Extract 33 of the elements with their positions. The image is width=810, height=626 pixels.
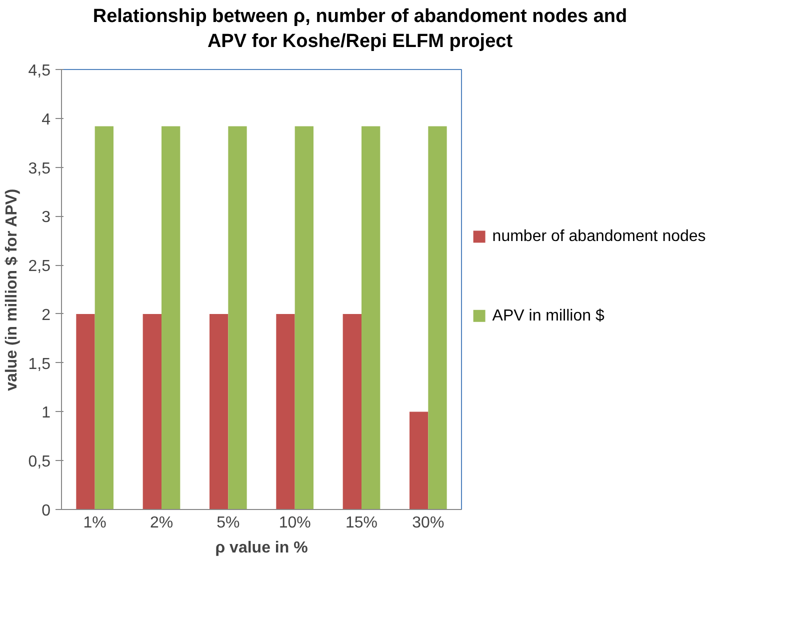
legend-label: APV in million $ xyxy=(492,308,604,325)
y-tick-label: 2 xyxy=(42,307,51,324)
x-tick-label: 1% xyxy=(83,514,106,532)
y-tick-label: 2,5 xyxy=(28,258,51,276)
bar xyxy=(362,126,380,510)
x-tick-label: 10% xyxy=(278,514,311,532)
bar xyxy=(76,314,95,510)
bar xyxy=(410,412,428,510)
bar xyxy=(428,126,447,510)
bar xyxy=(142,314,162,510)
y-tick-label: 3,5 xyxy=(28,160,51,178)
bar xyxy=(162,126,180,510)
y-axis-title: value (in million $ for APV) xyxy=(3,189,20,392)
y-tick-label: 1 xyxy=(42,405,51,422)
x-tick-label: 5% xyxy=(216,514,240,532)
chart-title: Relationship between ρ, number of abandoment nodes and APV for Koshe/Repi ELFM project xyxy=(92,5,628,54)
x-tick-label: 15% xyxy=(345,514,378,532)
y-tick-label: 1,5 xyxy=(28,356,51,374)
bar xyxy=(294,126,314,510)
y-tick-label: 0,5 xyxy=(28,454,51,471)
x-tick-label: 30% xyxy=(412,514,444,532)
bar xyxy=(228,126,247,510)
x-tick-label: 2% xyxy=(150,514,174,532)
legend-label: number of abandoment nodes xyxy=(492,228,706,246)
y-tick-label: 4 xyxy=(42,112,51,129)
y-tick-label: 3 xyxy=(42,210,51,227)
x-axis-title: ρ value in % xyxy=(215,540,308,557)
y-tick-label: 4,5 xyxy=(28,62,51,80)
bar xyxy=(342,314,362,510)
y-tick-label: 0 xyxy=(42,502,51,520)
bar xyxy=(94,126,114,510)
bar xyxy=(210,314,228,510)
bar xyxy=(276,314,295,510)
